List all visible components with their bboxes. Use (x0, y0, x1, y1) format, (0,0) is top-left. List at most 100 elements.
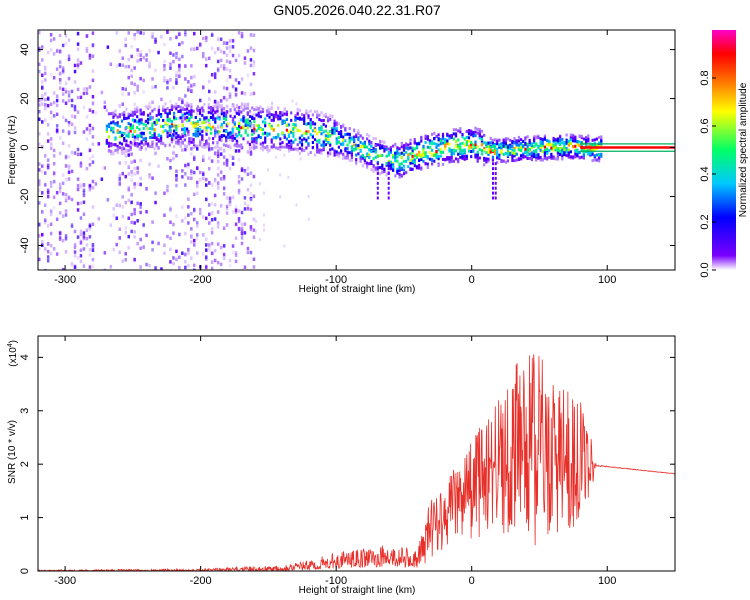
spectrogram-cell (199, 128, 202, 132)
spectrogram-cell (327, 154, 330, 158)
spectrogram-cell (231, 127, 234, 131)
snr-x-label: Height of straight line (km) (299, 585, 416, 596)
spectrogram-cell (279, 142, 282, 146)
spectrogram-cell (41, 80, 44, 84)
spectrogram-cell (322, 114, 325, 118)
spectrogram-cell (259, 136, 262, 139)
spectrogram-cell (485, 145, 488, 149)
spectrogram-cell (517, 158, 520, 161)
spectrogram-cell (196, 105, 199, 109)
spectrogram-cell (487, 148, 490, 152)
spectrogram-cell (268, 132, 271, 136)
spectrogram-cell (598, 159, 601, 163)
spectrogram-cell (175, 102, 178, 106)
spectrogram-cell (243, 91, 247, 96)
spectrogram-cell (205, 243, 208, 247)
spectrogram-cell (231, 162, 235, 166)
spectrogram-cell (177, 140, 180, 144)
spectrogram-cell (355, 143, 358, 147)
spectrogram-cell (201, 130, 204, 134)
spectrogram-cell (91, 31, 95, 35)
spectrogram-cell (567, 155, 570, 159)
spectrogram-cell (229, 108, 232, 112)
spectrogram-cell (172, 150, 175, 155)
spectrogram-cell (88, 156, 92, 161)
spectrogram-cell (437, 148, 440, 152)
spectrogram-cell (222, 50, 226, 55)
spectrogram-cell (225, 211, 229, 215)
colorbar-tick-label: 0.4 (699, 166, 711, 181)
spectrogram-cell (190, 75, 193, 80)
spectrogram-cell (138, 142, 141, 146)
spectrogram-cell (190, 121, 193, 125)
spectrogram-cell (76, 47, 80, 51)
spectrogram-cell (285, 118, 288, 121)
spectrogram-cell (259, 115, 262, 119)
spectrogram-cell (49, 251, 53, 256)
spectrogram-cell (160, 35, 163, 39)
spectrogram-cell (70, 98, 74, 103)
spectrogram-cell (344, 156, 347, 160)
spectrogram-cell (582, 137, 585, 141)
spectrogram-cell (340, 125, 343, 129)
spectrogram-cell (268, 124, 271, 128)
spectrogram-cell (234, 236, 238, 240)
spectrogram-cell (85, 47, 89, 51)
spectrogram-cell (139, 205, 142, 209)
spectrogram-cell (472, 143, 475, 147)
spectrogram-cell (38, 46, 41, 51)
spectrogram-cell (398, 173, 401, 176)
spectrogram-cell (496, 150, 499, 154)
spectrogram-cell (64, 234, 68, 238)
spectrogram-cell (205, 38, 208, 43)
spectrogram-cell (133, 102, 136, 107)
spectrogram-cell (240, 268, 244, 270)
spectrogram-cell (476, 145, 479, 149)
spectrogram-cell (465, 154, 468, 158)
spectrogram-cell (324, 134, 327, 138)
spectrogram-cell (528, 143, 531, 147)
spectrogram-cell (118, 63, 121, 67)
spectrogram-cell (569, 142, 572, 145)
spectrogram-cell (502, 144, 505, 148)
spectrogram-cell (196, 251, 199, 255)
spectrogram-cell (124, 230, 127, 235)
spectrogram-cell (400, 166, 403, 170)
spectrogram-cell (463, 137, 466, 141)
spectrogram-cell (253, 120, 256, 124)
spectrogram-cell (413, 147, 416, 151)
spectrogram-cell (231, 45, 235, 49)
spectrogram-cell (598, 141, 601, 145)
spectrogram-cell (593, 149, 596, 152)
spectrogram-cell (515, 139, 518, 143)
spectrogram-cell (303, 148, 306, 152)
spectrogram-cell (49, 142, 53, 146)
spectrogram-cell (163, 42, 166, 47)
spectrogram-cell (130, 110, 133, 114)
spectrogram-cell (148, 173, 151, 177)
spectrogram-cell (249, 82, 253, 87)
spectrogram-cell (392, 144, 395, 148)
spectrogram-cell (192, 109, 195, 113)
spectrogram-cell (225, 110, 229, 114)
spectrogram-cell (494, 186, 497, 190)
spectrogram-cell (480, 135, 484, 139)
spectrogram-cell (58, 49, 62, 53)
spectrogram-cell (476, 152, 479, 156)
spectrogram-cell (402, 168, 406, 172)
spectrogram-cell (142, 112, 145, 116)
spectrogram-cell (187, 213, 190, 217)
spectrogram-cell (160, 141, 163, 145)
spectrogram-cell (526, 153, 529, 157)
spectrogram-cell (160, 134, 163, 138)
spectrogram-cell (139, 210, 142, 215)
spectrogram-cell (55, 103, 59, 108)
spectrogram-cell (543, 153, 546, 157)
spectrogram-cell (177, 124, 180, 128)
spectrogram-cell (379, 140, 382, 143)
spectrogram-cell (52, 76, 56, 80)
spectrogram-cell (220, 104, 223, 108)
spectrogram-cell (264, 138, 267, 142)
spectrogram-cell (162, 118, 165, 122)
spectrogram-cell (58, 189, 62, 194)
